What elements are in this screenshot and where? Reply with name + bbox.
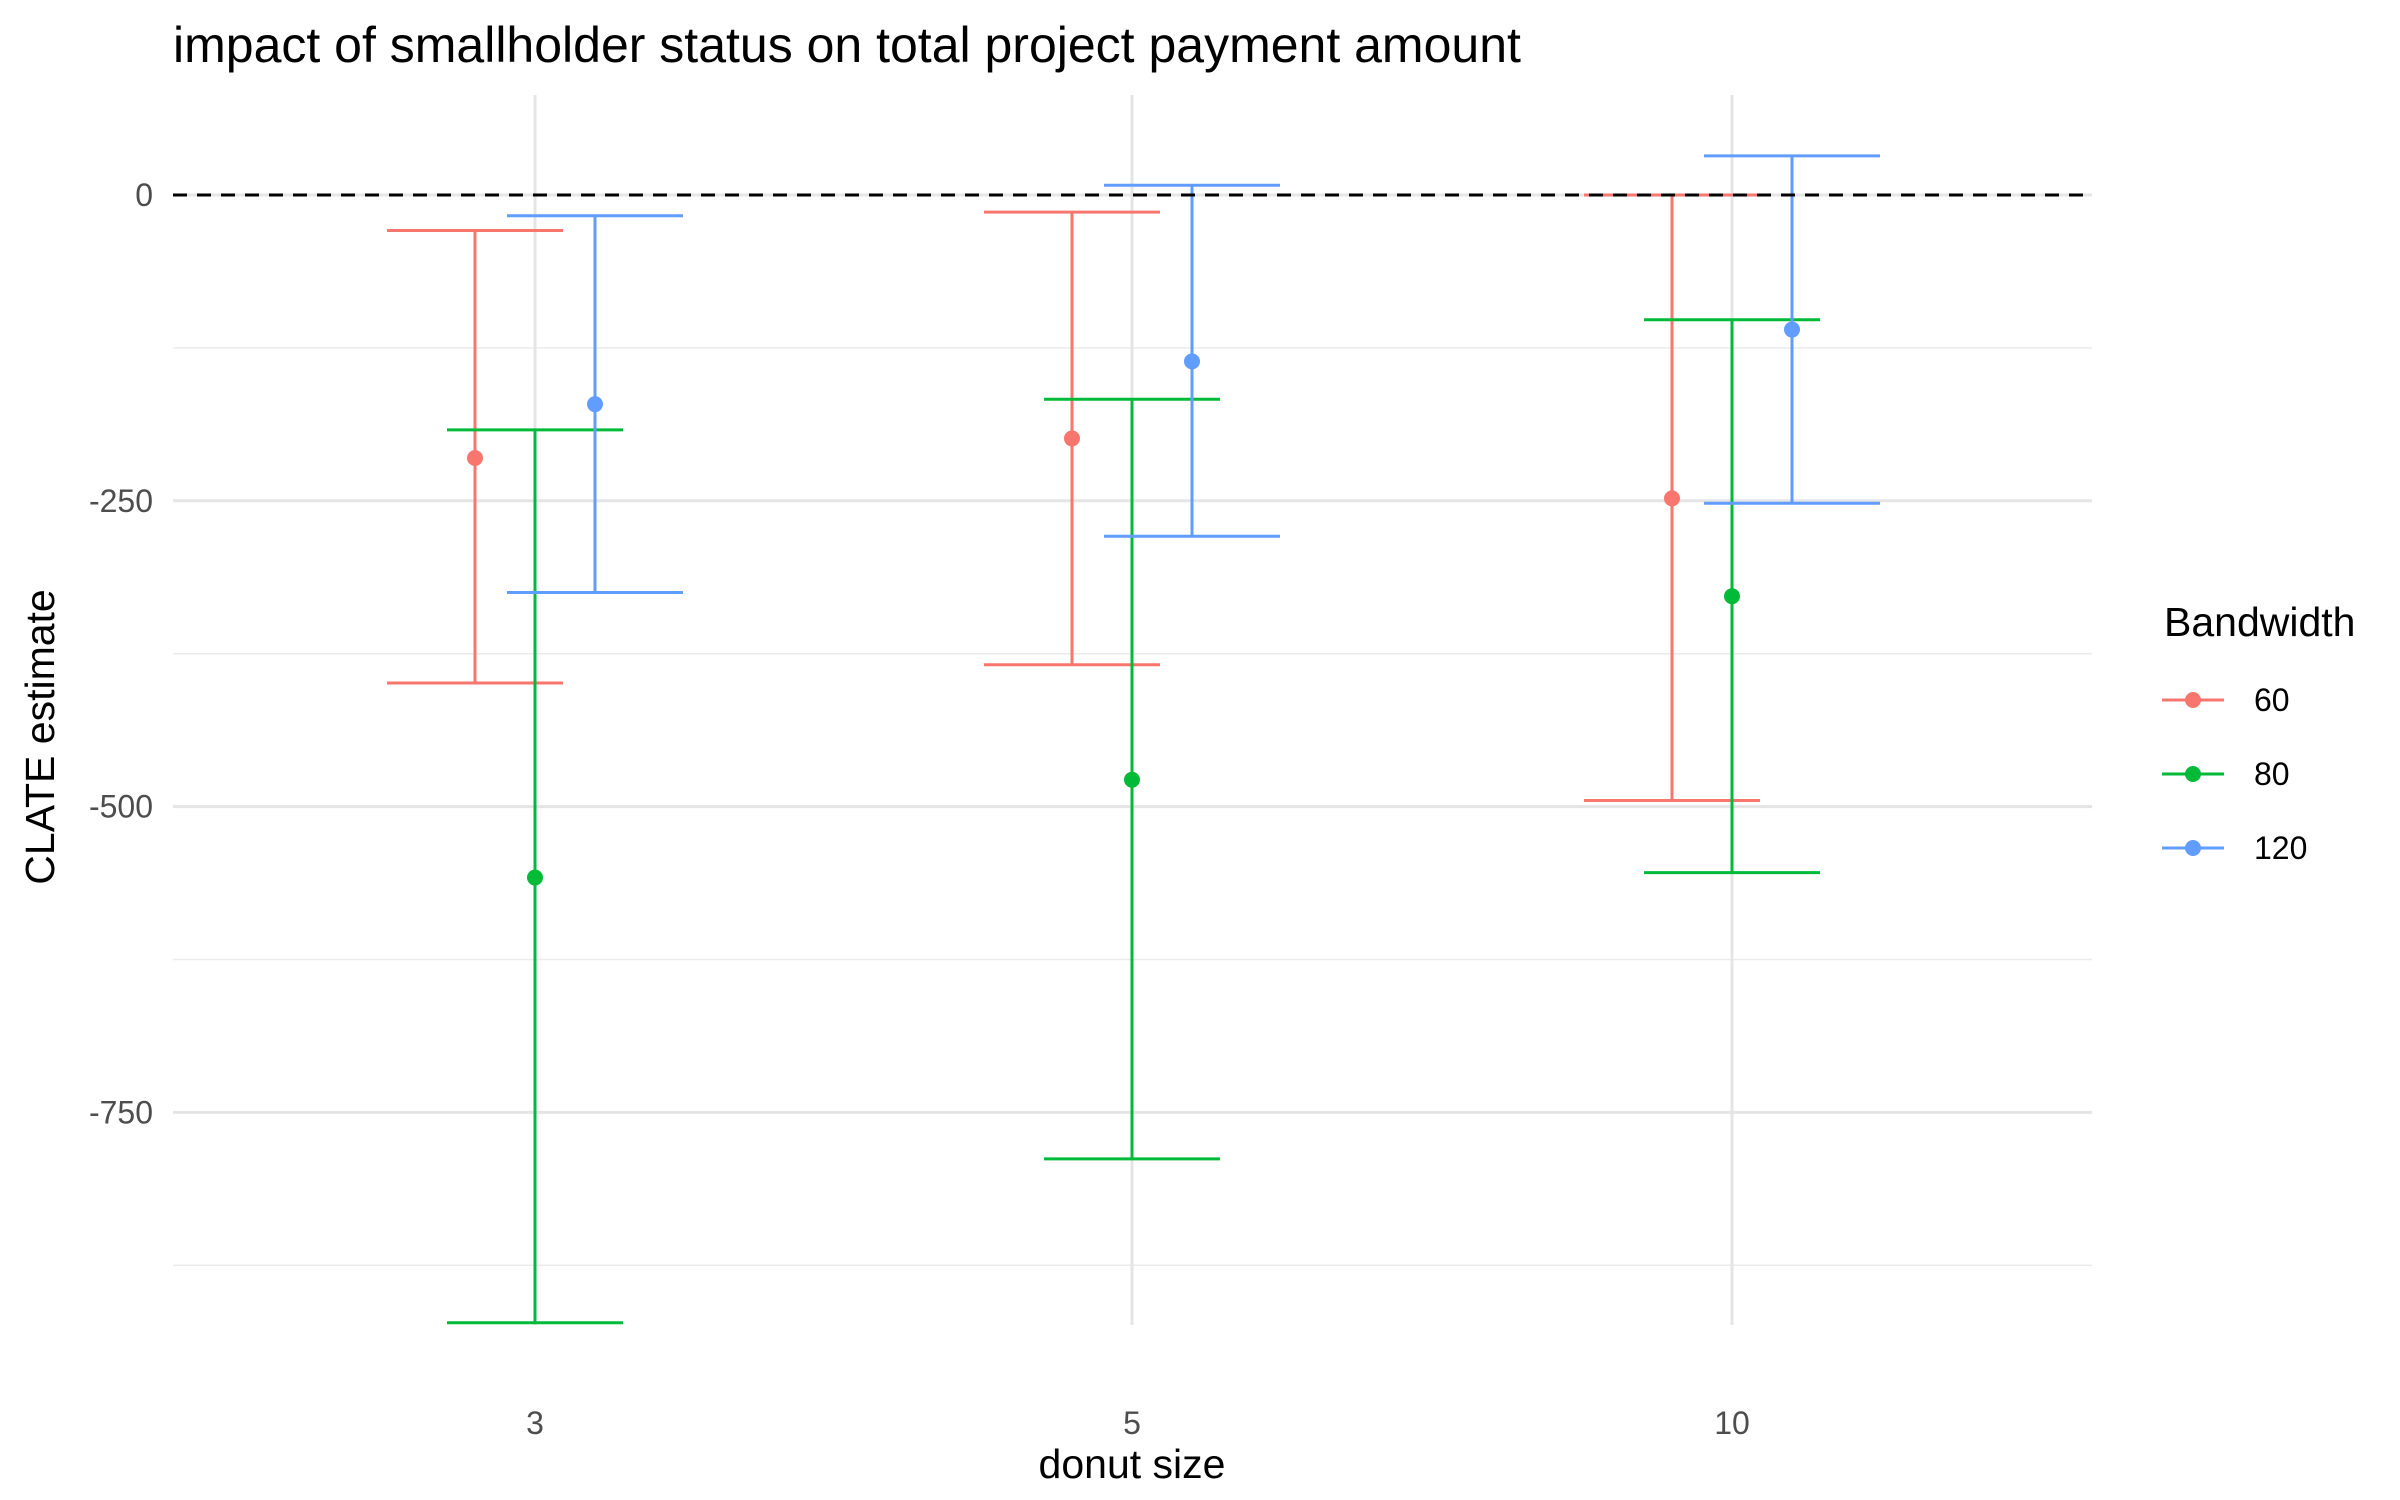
chart-title: impact of smallholder status on total pr…: [173, 17, 1521, 73]
y-axis-ticks: 0 -250 -500 -750: [89, 177, 153, 1130]
estimate-point: [527, 869, 543, 886]
estimate-point: [1184, 353, 1200, 370]
chart-marks: [173, 154, 2092, 1325]
series-80: [447, 318, 1820, 1325]
estimate-point: [587, 396, 603, 413]
y-axis-title: CLATE estimate: [17, 589, 63, 884]
legend-key-point: [2185, 692, 2201, 708]
estimate-point: [1724, 588, 1740, 605]
legend-title: Bandwidth: [2164, 599, 2355, 645]
y-tick-label: 0: [135, 177, 153, 213]
estimate-point: [467, 449, 483, 466]
legend-label: 60: [2254, 682, 2290, 718]
y-tick-label: -750: [89, 1094, 153, 1130]
legend: Bandwidth 60 80 120: [2162, 599, 2355, 866]
estimate-point: [1784, 321, 1800, 338]
estimate-point: [1664, 490, 1680, 507]
legend-label: 80: [2254, 756, 2290, 792]
series-60: [387, 193, 1760, 802]
x-tick-label: 5: [1123, 1405, 1141, 1441]
y-tick-label: -500: [89, 789, 153, 825]
series-120: [507, 154, 1880, 595]
legend-key-point: [2185, 766, 2201, 782]
x-tick-label: 10: [1714, 1405, 1750, 1441]
legend-key-point: [2185, 840, 2201, 856]
x-tick-label: 3: [526, 1405, 544, 1441]
legend-label: 120: [2254, 830, 2307, 866]
estimate-point: [1124, 771, 1140, 788]
x-axis-title: donut size: [1039, 1441, 1226, 1487]
x-axis-ticks: 3 5 10: [526, 1405, 1750, 1441]
y-tick-label: -250: [89, 483, 153, 519]
estimate-point: [1064, 430, 1080, 447]
